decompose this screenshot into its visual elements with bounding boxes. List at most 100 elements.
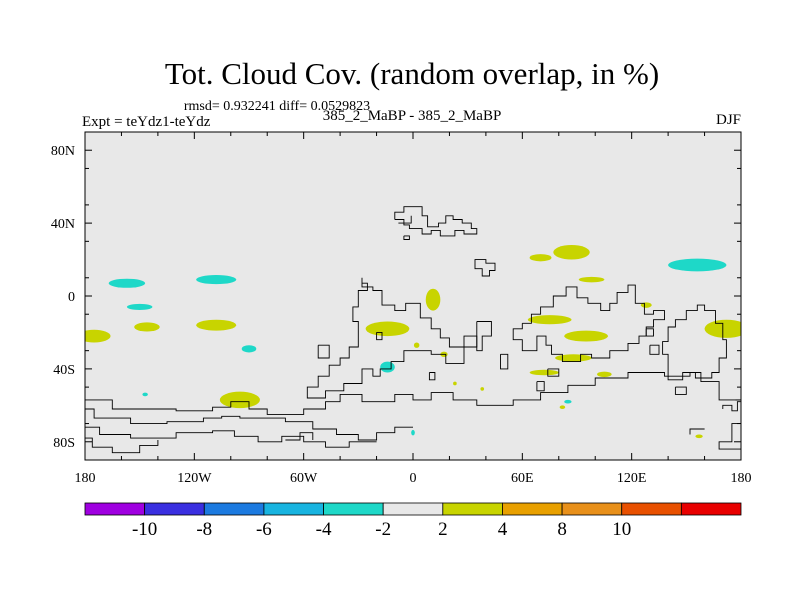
colorbar-label-4: -2 <box>375 519 391 540</box>
negative-anomaly-4 <box>142 392 148 397</box>
positive-anomaly-14 <box>425 288 441 311</box>
x-tick-labels: 180 120W 60W 0 60E 120E 180 <box>75 471 752 486</box>
negative-anomaly-2 <box>126 303 153 311</box>
coastline-18 <box>645 328 654 337</box>
coastline-23 <box>376 331 383 341</box>
positive-anomaly-28 <box>480 387 485 391</box>
positive-anomaly-30 <box>453 381 457 386</box>
colorbar-label-8: 10 <box>612 519 631 540</box>
colorbar-label-6: 4 <box>498 519 508 540</box>
coastline-21 <box>674 386 687 395</box>
positive-anomaly-22 <box>555 354 592 362</box>
positive-anomaly-18 <box>529 254 552 262</box>
x-tick-label-5: 120E <box>617 471 647 486</box>
coastline-4 <box>285 432 314 441</box>
y-tick-labels: 80N 40N 0 40S 80S <box>51 144 75 451</box>
x-tick-label-1: 120W <box>177 471 212 486</box>
positive-anomaly-11 <box>196 319 237 331</box>
plot-background <box>85 132 741 460</box>
colorbar-box-2 <box>203 502 265 516</box>
negative-anomaly-1 <box>196 275 237 285</box>
positive-anomaly-21 <box>564 330 608 342</box>
center-label: 385_2_MaBP - 385_2_MaBP <box>323 108 502 124</box>
coastline-11 <box>306 277 478 399</box>
coastline-6 <box>718 423 741 450</box>
positive-anomaly-20 <box>527 315 572 325</box>
coastline-24 <box>428 372 436 381</box>
coastline-15 <box>536 381 545 392</box>
colorbar-box-4 <box>323 502 384 516</box>
colorbar-labels: -10 -8 -6 -4 -2 2 4 8 10 <box>132 519 631 540</box>
colorbar-box-3 <box>263 502 324 516</box>
stats-text: rmsd= 0.932241 diff= 0.0529823 <box>184 99 370 114</box>
coastline-2 <box>85 426 377 448</box>
colorbar-box-10 <box>680 502 742 516</box>
x-tick-label-4: 60E <box>511 471 534 486</box>
negative-anomaly-6 <box>411 429 415 436</box>
positive-anomaly-13 <box>365 321 410 337</box>
x-tick-label-2: 60W <box>290 471 318 486</box>
coastline-12 <box>317 344 330 359</box>
y-tick-label-3: 40S <box>53 363 75 378</box>
negative-anomaly-3 <box>241 345 257 353</box>
negative-anomaly-7 <box>668 258 727 272</box>
positive-anomaly-27 <box>695 434 703 439</box>
y-tick-label-2: 0 <box>68 290 75 305</box>
coastline-8 <box>394 206 478 237</box>
positive-anomaly-15 <box>413 342 420 348</box>
colorbar-box-1 <box>144 502 205 516</box>
colorbar-label-5: 2 <box>438 519 448 540</box>
coastline-20 <box>649 344 660 355</box>
y-tick-label-0: 80N <box>51 144 75 159</box>
coastline-14 <box>500 353 509 370</box>
y-tick-label-1: 40N <box>51 217 75 232</box>
chart-title: Tot. Cloud Cov. (random overlap, in %) <box>165 56 659 91</box>
negative-anomaly-8 <box>564 399 572 404</box>
colorbar-label-2: -6 <box>256 519 272 540</box>
coastline-1 <box>85 408 413 441</box>
coastline-3 <box>85 437 159 454</box>
coastline-19 <box>662 304 727 381</box>
colorbar-label-7: 8 <box>557 519 567 540</box>
coastline-7 <box>689 428 705 435</box>
positive-anomaly-9 <box>85 329 111 343</box>
coastline-16 <box>547 368 560 377</box>
coastline-22 <box>398 215 412 224</box>
colorbar-box-5 <box>382 502 444 516</box>
colorbar <box>84 502 742 516</box>
left-label: Expt = teYdz1-teYdz <box>82 114 211 130</box>
colorbar-label-3: -4 <box>316 519 332 540</box>
x-tick-label-0: 180 <box>75 471 96 486</box>
positive-anomaly-19 <box>578 276 605 283</box>
x-tick-label-3: 0 <box>410 471 417 486</box>
positive-anomaly-23 <box>529 369 559 376</box>
colorbar-box-7 <box>502 502 563 516</box>
coastline-5 <box>722 401 741 412</box>
coastlines <box>85 206 741 454</box>
positive-anomaly-25 <box>704 319 741 338</box>
colorbar-box-0 <box>84 502 146 516</box>
colorbar-box-6 <box>442 502 503 516</box>
coastline-10 <box>474 259 496 277</box>
axis-ticks <box>84 131 742 461</box>
colorbar-box-8 <box>561 502 623 516</box>
coastline-13 <box>476 321 492 352</box>
right-label: DJF <box>716 112 741 128</box>
negative-anomaly-5 <box>380 361 395 373</box>
positive-anomaly-24 <box>597 371 612 378</box>
colorbar-label-1: -8 <box>196 519 212 540</box>
positive-anomaly-10 <box>134 322 160 332</box>
negative-anomaly-0 <box>108 278 146 288</box>
y-tick-label-4: 80S <box>53 436 75 451</box>
positive-anomaly-17 <box>553 244 590 260</box>
positive-anomaly-12 <box>219 391 260 409</box>
positive-anomaly-29 <box>559 405 566 409</box>
coastline-9 <box>403 235 410 240</box>
coastline-17 <box>512 284 665 363</box>
anomaly-features <box>85 244 741 439</box>
colorbar-label-0: -10 <box>132 519 157 540</box>
x-tick-label-6: 180 <box>731 471 752 486</box>
colorbar-box-9 <box>621 502 682 516</box>
